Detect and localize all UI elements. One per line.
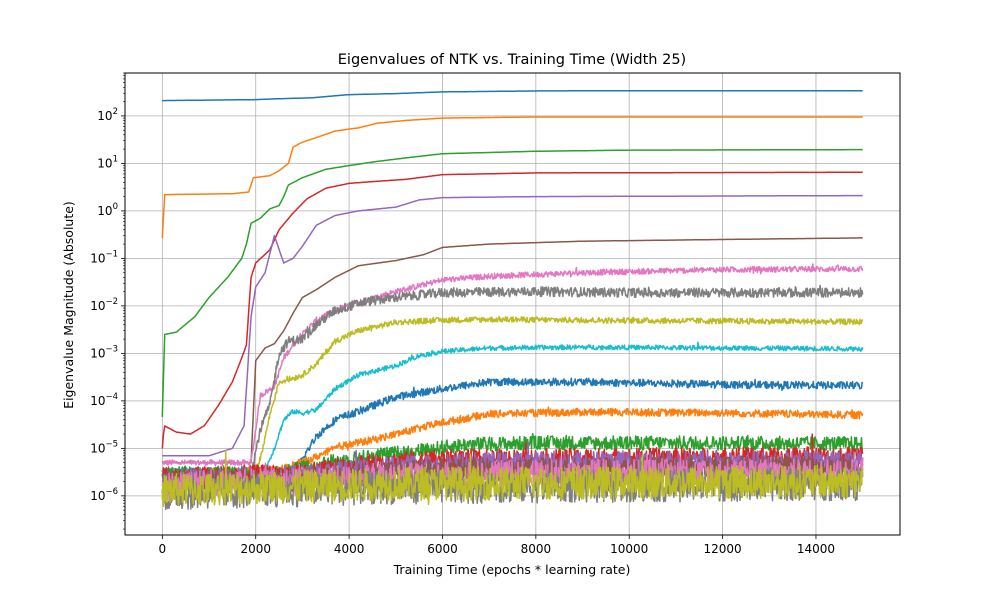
y-tick-label: 10−3 — [90, 344, 118, 360]
y-tick-label: 10−4 — [90, 392, 118, 408]
series-line-1 — [162, 89, 863, 102]
series-line-6 — [162, 237, 863, 464]
y-tick-base: 10 — [97, 109, 112, 123]
series-layer — [161, 89, 864, 511]
x-axis-label: Training Time (epochs * learning rate) — [393, 562, 631, 577]
x-tick-label: 0 — [159, 542, 167, 556]
x-tick-label: 8000 — [521, 542, 552, 556]
x-tick-label: 10000 — [610, 542, 648, 556]
y-tick-exponent: −5 — [105, 439, 118, 449]
x-tick-label: 14000 — [797, 542, 835, 556]
y-tick-base: 10 — [90, 489, 105, 503]
y-tick-base: 10 — [90, 346, 105, 360]
y-tick-exponent: 1 — [113, 154, 118, 164]
series-line-3 — [161, 148, 863, 417]
y-tick-exponent: −2 — [105, 297, 118, 307]
y-axis-label: Eigenvalue Magnitude (Absolute) — [61, 201, 76, 409]
y-tick-base: 10 — [90, 251, 105, 265]
y-tick-exponent: −3 — [105, 344, 118, 354]
y-tick-exponent: −6 — [105, 487, 118, 497]
series-line-2 — [161, 116, 863, 238]
series-line-7 — [162, 263, 864, 467]
x-tick-label: 2000 — [240, 542, 271, 556]
series-line-10 — [161, 341, 864, 474]
series-line-8 — [161, 284, 864, 479]
y-tick-base: 10 — [90, 299, 105, 313]
axis-ticks: 0 2000 4000 6000 8000 10000 12000 1400010−610−5… — [90, 72, 835, 556]
y-tick-base: 10 — [90, 394, 105, 408]
series-line-9 — [161, 315, 864, 481]
y-tick-label: 10−6 — [90, 487, 118, 503]
y-tick-base: 10 — [97, 204, 112, 218]
chart-title: Eigenvalues of NTK vs. Training Time (Wi… — [338, 52, 686, 68]
y-tick-label: 10−5 — [90, 439, 118, 455]
y-tick-exponent: 0 — [113, 202, 118, 212]
x-tick-label: 4000 — [334, 542, 365, 556]
y-tick-label: 101 — [97, 154, 118, 170]
y-tick-label: 10−2 — [90, 297, 118, 313]
y-tick-label: 10−1 — [90, 249, 118, 265]
series-line-5 — [162, 194, 863, 457]
series-line-19 — [161, 449, 864, 508]
y-tick-label: 102 — [97, 107, 118, 123]
y-tick-base: 10 — [97, 156, 112, 170]
y-tick-exponent: −4 — [105, 392, 118, 402]
plot-frame — [124, 72, 901, 536]
x-tick-label: 12000 — [703, 542, 741, 556]
y-tick-base: 10 — [90, 441, 105, 455]
series-line-4 — [161, 171, 863, 449]
x-tick-label: 6000 — [427, 542, 458, 556]
y-tick-exponent: 2 — [113, 107, 118, 117]
y-tick-exponent: −1 — [105, 249, 118, 259]
y-tick-label: 100 — [97, 202, 118, 218]
